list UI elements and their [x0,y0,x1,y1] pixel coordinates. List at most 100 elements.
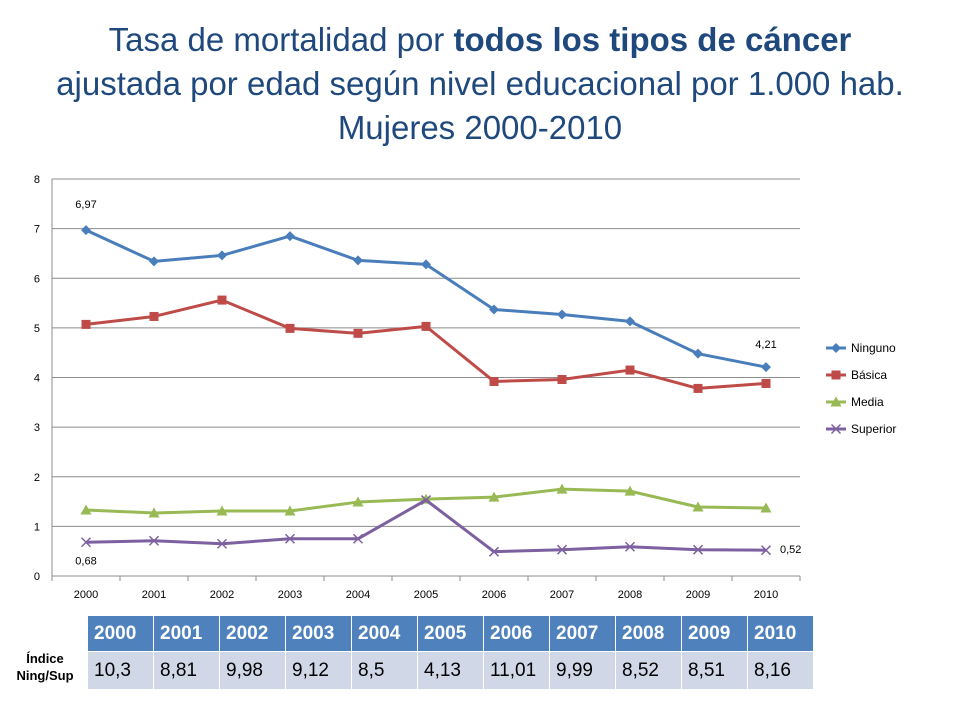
series-point-media-2002 [216,505,228,516]
series-point-superior-2001 [148,535,160,546]
legend-label-b-sica: Básica [851,368,887,382]
data-label: 6,97 [75,199,96,211]
series-point-b-sica-2005 [421,321,431,331]
series-point-b-sica-2009 [693,383,703,393]
series-point-b-sica-2002 [217,295,227,305]
series-point-superior-2002 [216,538,228,549]
index-value-2000: 10,3 [87,651,154,690]
y-tick-label-7: 7 [34,224,40,236]
y-tick-label-4: 4 [34,373,40,385]
series-point-media-2001 [148,507,160,518]
series-line-b-sica [85,298,767,390]
legend-marker-b-sica [831,370,841,380]
series-point-superior-2010 [760,545,772,556]
series-point-ninguno-2008 [625,316,635,327]
series-point-superior-2000 [80,537,92,548]
index-year-2007: 2007 [549,615,616,652]
y-tick-label-8: 8 [34,174,40,186]
line-chart: 0 1 2 3 4 5 6 7 8 2000 2001 2002 2003 2004 2005 2006 200… [0,165,960,615]
chart-svg: 0 1 2 3 4 5 6 7 8 2000 2001 2002 2003 2004 2005 2006 200… [34,174,896,601]
series-point-ninguno-2006 [489,304,499,315]
index-value-2004: 8,5 [351,651,418,690]
series-line-ninguno [85,228,767,369]
series-point-b-sica-2000 [81,319,91,329]
series-point-ninguno-2005 [421,259,431,270]
series-point-media-2000 [80,504,92,515]
data-label: 0,68 [75,555,96,567]
series-point-superior-2008 [624,541,636,552]
index-year-2003: 2003 [285,615,352,652]
data-label: 4,21 [755,339,776,351]
x-tick-label-2010: 2010 [754,589,778,601]
index-label: Índice Ning/Sup [16,651,74,683]
series-point-ninguno-2000 [81,225,91,236]
series-point-media-2007 [556,483,568,494]
index-value-2006: 11,01 [483,651,550,690]
x-tick-label-2004: 2004 [346,589,370,601]
x-tick-label-2005: 2005 [414,589,438,601]
series-point-media-2004 [352,496,364,507]
title-line2: ajustada por edad según nivel educaciona… [56,65,904,102]
series-point-ninguno-2004 [353,255,363,266]
data-label: 0,52 [780,544,801,556]
series-point-b-sica-2004 [353,328,363,338]
index-year-2010: 2010 [747,615,814,652]
series-point-ninguno-2002 [217,250,227,261]
series-point-superior-2009 [692,544,704,555]
legend-label-ninguno: Ninguno [851,341,896,355]
index-value-2001: 8,81 [153,651,220,690]
series-point-media-2003 [284,505,296,516]
x-tick-label-2001: 2001 [142,589,166,601]
series-point-ninguno-2007 [557,309,567,320]
title-line1-bold: todos los tipos de cáncer [453,21,852,58]
index-value-2009: 8,51 [681,651,748,690]
x-tick-label-2002: 2002 [210,589,234,601]
y-tick-label-3: 3 [34,422,40,434]
y-tick-label-0: 0 [34,571,40,583]
index-value-2008: 8,52 [615,651,682,690]
index-year-2004: 2004 [351,615,418,652]
series-point-ninguno-2009 [693,348,703,359]
series-point-superior-2003 [284,533,296,544]
x-tick-label-2008: 2008 [618,589,642,601]
page-title: Tasa de mortalidad por todos los tipos d… [0,18,960,150]
series-point-ninguno-2001 [149,256,159,267]
index-value-2007: 9,99 [549,651,616,690]
legend-marker-ninguno [831,343,841,353]
y-tick-label-1: 1 [34,521,40,533]
series-point-media-2008 [624,485,636,496]
series-point-b-sica-2001 [149,311,159,321]
index-year-2002: 2002 [219,615,286,652]
series-point-b-sica-2010 [761,378,771,388]
x-tick-label-2009: 2009 [686,589,710,601]
title-line3: Mujeres 2000-2010 [337,109,623,146]
index-year-2008: 2008 [615,615,682,652]
index-year-2006: 2006 [483,615,550,652]
index-year-2000: 2000 [87,615,154,652]
series-point-b-sica-2006 [489,376,499,386]
x-tick-label-2003: 2003 [278,589,302,601]
series-point-ninguno-2010 [761,362,771,373]
x-tick-label-2006: 2006 [482,589,506,601]
index-year-2009: 2009 [681,615,748,652]
series-point-superior-2007 [556,544,568,555]
series-point-b-sica-2003 [285,323,295,333]
index-table-values-row: 10,3 8,81 9,98 9,12 8,5 4,13 11,01 9,99 8,52 8,51… [87,651,814,690]
series-point-media-2010 [760,502,772,513]
index-year-2005: 2005 [417,615,484,652]
series-point-media-2009 [692,501,704,512]
legend-marker-superior [830,423,842,435]
index-value-2005: 4,13 [417,651,484,690]
index-table-header-row: 2000 2001 2002 2003 2004 2005 2006 2007 2008 2009… [87,615,814,652]
index-table: 2000 2001 2002 2003 2004 2005 2006 2007 2008 2009… [87,615,814,690]
x-tick-label-2007: 2007 [550,589,574,601]
series-point-ninguno-2003 [285,231,295,242]
series-point-media-2006 [488,491,500,502]
series-point-superior-2006 [488,546,500,557]
series-point-b-sica-2007 [557,374,567,384]
legend-label-superior: Superior [851,422,896,436]
series-point-b-sica-2008 [625,365,635,375]
y-tick-label-2: 2 [34,472,40,484]
legend-marker-media [830,396,842,407]
title-line1-pre: Tasa de mortalidad por [108,21,454,58]
